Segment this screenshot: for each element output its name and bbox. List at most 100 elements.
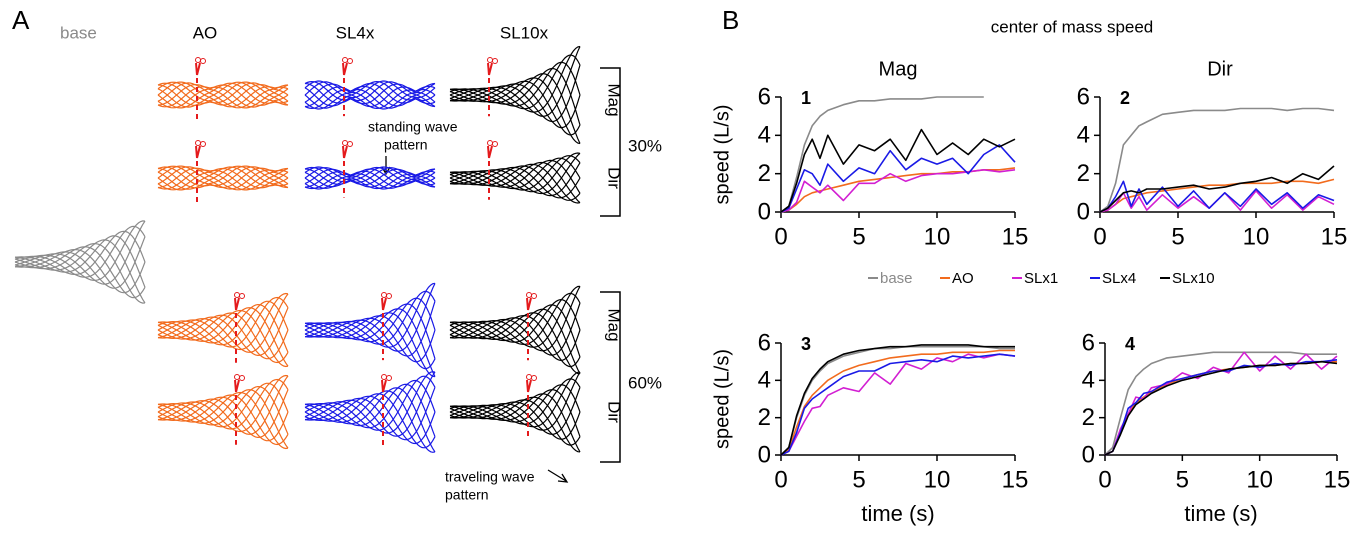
wave-curve — [157, 81, 289, 108]
x-tick-label: 15 — [1321, 223, 1348, 250]
column-label: AO — [193, 23, 218, 42]
wave-curve — [304, 282, 436, 348]
y-tick-label: 2 — [1077, 160, 1090, 187]
column-title: Mag — [879, 58, 918, 80]
panel-b: B center of mass speed Mag Dir base AO SLx… — [711, 5, 1350, 526]
y-tick-label: 4 — [1082, 367, 1095, 394]
wave-drawing — [449, 140, 581, 204]
scissors-icon — [195, 57, 201, 63]
x-tick-label: 15 — [1324, 466, 1351, 493]
series-line — [780, 144, 1016, 213]
series-line — [1104, 359, 1338, 456]
panel-a: A base AO SL4x SL10x Mag Dir 30% Mag Dir… — [12, 5, 662, 503]
legend-label: SLx4 — [1102, 270, 1136, 287]
wave-drawing — [304, 140, 436, 198]
wave-curve — [304, 317, 436, 363]
arrow — [547, 469, 569, 483]
y-tick-label: 2 — [1082, 404, 1095, 431]
wave-curve — [449, 302, 581, 356]
wave-curve — [157, 293, 289, 353]
wave-drawing — [304, 282, 436, 378]
x-axis-label: time (s) — [1184, 501, 1257, 526]
wave-curve — [449, 46, 581, 117]
wave-curve — [449, 54, 581, 110]
legend-label: SLx1 — [1024, 270, 1058, 287]
chart-number: 3 — [801, 334, 811, 354]
series-line — [780, 344, 1015, 456]
y-tick-label: 4 — [1077, 122, 1090, 149]
series-line — [1099, 180, 1335, 213]
wave-curve — [14, 225, 146, 278]
x-tick-label: 5 — [852, 466, 865, 493]
wave-curve — [449, 371, 581, 431]
x-tick-label: 10 — [924, 466, 951, 493]
series-line — [780, 169, 1016, 213]
wave-curve — [449, 286, 581, 352]
row-label: Dir — [605, 167, 624, 189]
y-tick-label: 0 — [758, 441, 771, 468]
wave-drawing — [157, 292, 289, 368]
chart: 0 2 4 6 0 5 10 15 1 speed (L/s) — [711, 83, 1028, 250]
scissors-icon — [487, 140, 493, 146]
x-axis-label: time (s) — [861, 501, 934, 526]
panel-title: center of mass speed — [991, 17, 1154, 36]
y-tick-label: 6 — [758, 83, 771, 110]
legend-label: AO — [952, 270, 974, 287]
wave-curve — [157, 375, 289, 435]
scissors-icon — [342, 140, 348, 146]
y-tick-label: 2 — [758, 160, 771, 187]
x-tick-label: 10 — [1243, 223, 1270, 250]
wave-curve — [157, 86, 289, 108]
scissors-icon — [386, 293, 392, 299]
wave-drawing — [449, 371, 581, 453]
scissors-icon — [195, 140, 201, 146]
wave-curve — [304, 82, 436, 110]
scissors-icon — [381, 292, 387, 298]
wave-curve — [157, 83, 289, 109]
legend-label: base — [880, 270, 913, 287]
wave-curve — [14, 249, 146, 294]
chart-number: 1 — [801, 88, 811, 108]
annotation: standing wave — [368, 119, 458, 135]
x-tick-label: 10 — [924, 223, 951, 250]
series-line — [1104, 360, 1338, 456]
group-label: 60% — [628, 373, 662, 392]
scissors-icon — [342, 145, 348, 159]
group-label: 30% — [628, 136, 662, 155]
y-tick-label: 2 — [758, 404, 771, 431]
scissors-icon — [526, 374, 532, 380]
series-line — [1099, 165, 1335, 213]
scissors-icon — [239, 293, 245, 299]
scissors-icon — [487, 62, 493, 76]
wave-curve — [157, 314, 289, 360]
wave-curve — [304, 371, 436, 434]
wave-curve — [157, 389, 289, 439]
wave-curve — [14, 220, 146, 285]
scissors-icon — [195, 145, 201, 159]
wave-curve — [304, 168, 436, 189]
column-title: Dir — [1207, 58, 1233, 80]
y-tick-label: 4 — [758, 367, 771, 394]
scissors-icon — [526, 292, 532, 298]
column-label: SL10x — [500, 23, 549, 42]
annotation: traveling wave — [445, 469, 535, 485]
y-tick-label: 4 — [758, 122, 771, 149]
y-axis-label: speed (L/s) — [711, 349, 733, 449]
x-tick-label: 0 — [1093, 223, 1106, 250]
wave-curve — [449, 371, 581, 428]
scissors-icon — [487, 145, 493, 159]
scissors-icon — [347, 141, 353, 147]
panel-label: A — [12, 5, 30, 35]
scissors-icon — [234, 292, 240, 298]
wave-curve — [304, 371, 436, 437]
x-tick-label: 0 — [774, 223, 787, 250]
scissors-icon — [526, 297, 532, 311]
wave-drawing — [157, 374, 289, 450]
chart-number: 4 — [1125, 334, 1135, 354]
wave-curve — [304, 290, 436, 345]
wave-curve — [449, 387, 581, 435]
wave-curve — [304, 168, 436, 190]
wave-curve — [304, 301, 436, 357]
wave-curve — [304, 82, 436, 110]
wave-curve — [157, 396, 289, 442]
